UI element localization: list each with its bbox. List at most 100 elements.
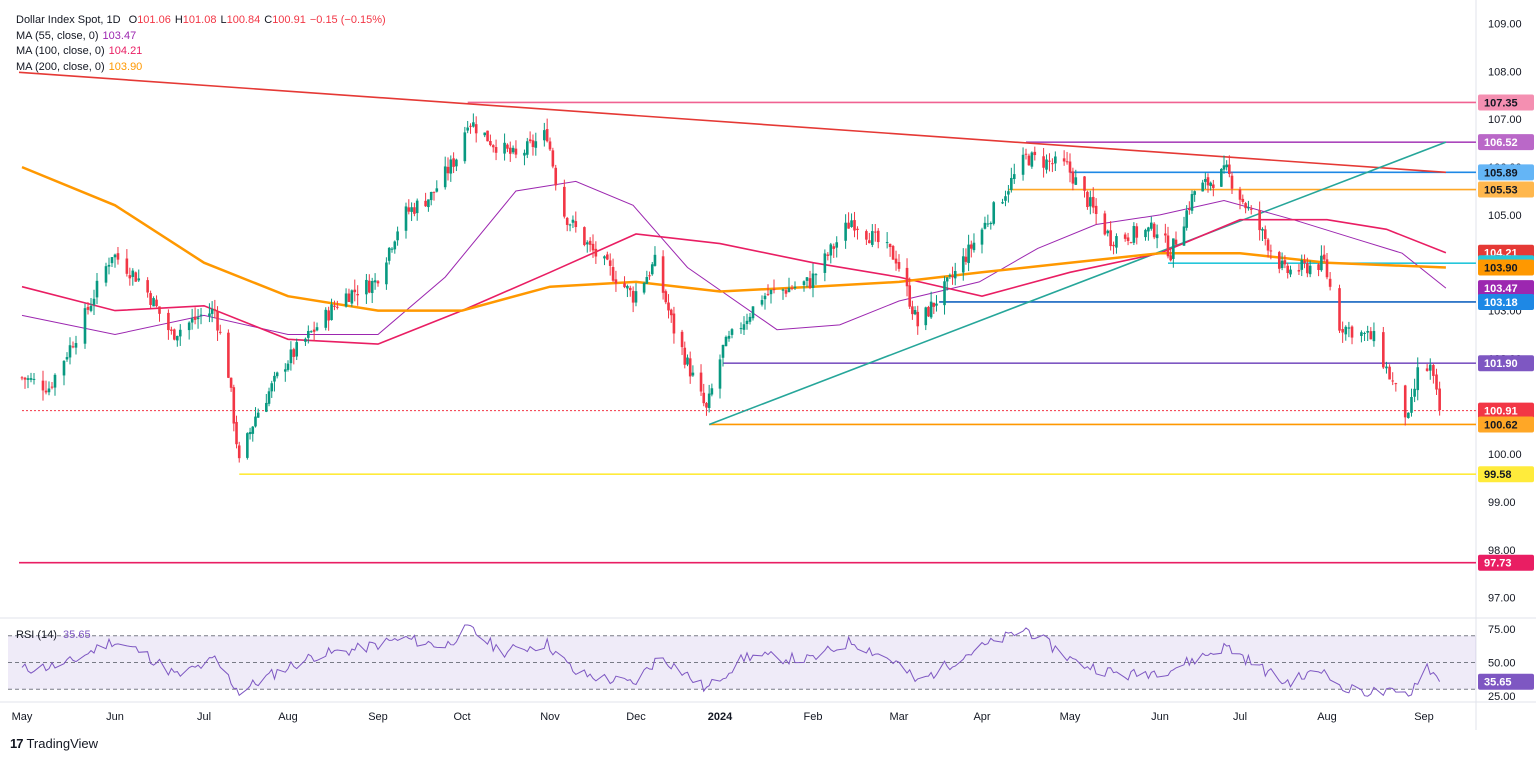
candle-body — [888, 243, 892, 248]
candle-body — [176, 335, 179, 341]
candle-body — [1306, 263, 1309, 274]
indicator-list: MA (55, close, 0) 103.47 MA (100, close, 0… — [16, 29, 386, 76]
candle-body — [1322, 254, 1326, 260]
candle-body — [721, 344, 725, 358]
rsi-value: 35.65 — [63, 629, 91, 641]
ohlc-key: C — [264, 14, 273, 26]
candle-body — [1106, 230, 1110, 234]
candle-body — [1074, 177, 1078, 185]
candle-body — [897, 262, 901, 269]
candle-body — [235, 421, 238, 445]
y-tick-label: 97.00 — [1488, 593, 1516, 605]
ohlc-number: −0.15 (−0.15%) — [309, 14, 386, 26]
candle-body — [178, 329, 182, 337]
candle-body — [924, 307, 928, 326]
candle-body — [1007, 191, 1010, 195]
candle-body — [1407, 412, 1410, 419]
indicator-row[interactable]: MA (100, close, 0) 104.21 — [16, 44, 386, 60]
candle-body — [1010, 177, 1013, 190]
branding[interactable]: 17 TradingView — [10, 736, 98, 751]
candle-body — [83, 308, 87, 344]
candle-body — [891, 246, 895, 260]
candle-body — [1027, 155, 1031, 166]
candle-body — [699, 372, 703, 392]
candle-body — [1369, 331, 1373, 340]
candle-body — [1123, 234, 1127, 239]
candle-body — [1425, 368, 1429, 371]
candle-body — [873, 231, 877, 233]
candle-body — [980, 229, 984, 245]
candle-body — [1222, 165, 1226, 170]
candle-body — [1261, 228, 1264, 231]
candle-body — [710, 388, 714, 395]
candle-body — [376, 281, 380, 284]
candle-body — [868, 240, 871, 244]
price-tag: 101.90 — [1484, 358, 1518, 370]
price-tag-bg — [1478, 134, 1534, 151]
candle-body — [1174, 239, 1178, 245]
candle-body — [844, 222, 847, 241]
candle-body — [1266, 239, 1270, 251]
x-tick-label: 2024 — [708, 711, 733, 723]
candle-body — [1086, 191, 1089, 207]
candle-body — [565, 217, 569, 225]
candle-body — [1249, 208, 1253, 210]
candle-body — [267, 391, 271, 404]
price-tag-bg — [1478, 466, 1534, 483]
candle-body — [802, 281, 806, 286]
candle-body — [742, 324, 746, 330]
candle-body — [283, 369, 287, 372]
indicator-label: MA (100, close, 0) — [16, 45, 105, 57]
y-tick-label: 109.00 — [1488, 19, 1522, 31]
candle-body — [137, 278, 141, 281]
candle-body — [865, 231, 868, 240]
candle-body — [1149, 222, 1153, 229]
price-tag-bg — [1478, 94, 1534, 111]
candle-body — [1169, 255, 1172, 261]
candle-body — [964, 256, 968, 262]
candle-body — [1297, 270, 1301, 272]
descending-resistance — [18, 71, 1446, 174]
candle-body — [410, 207, 413, 212]
candle-body — [588, 240, 592, 245]
candle-body — [1338, 288, 1341, 331]
indicator-row[interactable]: MA (200, close, 0) 103.90 — [16, 60, 386, 76]
candle-body — [304, 338, 307, 342]
candle-body — [1391, 380, 1395, 382]
candle-body — [199, 314, 203, 316]
candle-body — [1350, 326, 1354, 338]
candle-body — [275, 372, 279, 377]
candle-body — [1325, 259, 1329, 278]
candle-body — [1388, 366, 1391, 380]
candle-body — [113, 254, 117, 258]
candle-body — [216, 311, 219, 331]
candle-body — [213, 309, 217, 311]
x-tick-label: Sep — [1414, 711, 1434, 723]
candle-body — [292, 349, 296, 357]
candle-body — [50, 386, 54, 388]
candle-body — [961, 256, 965, 273]
candle-body — [1438, 388, 1441, 411]
x-tick-label: May — [1060, 711, 1081, 723]
candle-body — [1230, 175, 1234, 189]
candle-body — [1403, 385, 1407, 418]
candle-body — [1341, 329, 1344, 333]
candle-body — [455, 159, 458, 167]
candle-body — [387, 247, 391, 261]
candle-body — [551, 150, 555, 167]
x-tick-label: Jul — [197, 711, 211, 723]
candle-body — [1091, 196, 1095, 208]
candle-body — [835, 242, 839, 248]
indicator-row[interactable]: MA (55, close, 0) 103.47 — [16, 29, 386, 45]
candle-body — [688, 358, 692, 377]
rsi-line — [21, 624, 1441, 697]
candle-body — [463, 132, 467, 162]
candle-body — [702, 392, 706, 404]
candle-body — [986, 223, 990, 225]
candle-body — [992, 202, 996, 224]
candle-body — [1238, 189, 1242, 200]
candle-body — [158, 306, 161, 314]
candle-body — [847, 222, 850, 229]
candle-body — [948, 275, 952, 277]
